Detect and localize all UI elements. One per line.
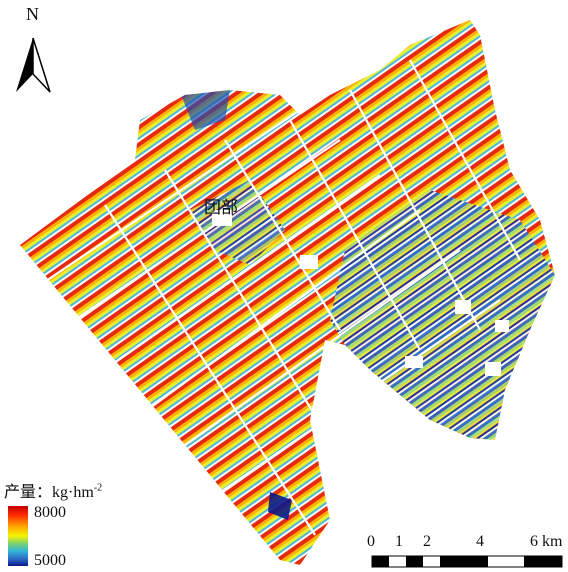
parcel-blanks bbox=[212, 210, 509, 376]
place-label: 团部 bbox=[204, 198, 238, 217]
scale-tick-2: 2 bbox=[423, 533, 431, 550]
legend-title-exponent: -2 bbox=[93, 482, 103, 494]
parcel-gaps bbox=[39, 59, 521, 536]
legend-title: 产量：kg·hm-2 bbox=[4, 478, 102, 502]
scale-tick-1: 1 bbox=[395, 533, 403, 550]
scale-tick-4: 4 bbox=[476, 533, 484, 550]
scale-tick-0: 0 bbox=[367, 533, 375, 550]
north-label: N bbox=[26, 4, 39, 24]
legend-color-bar bbox=[8, 506, 28, 566]
scale-tick-6: 6 bbox=[530, 533, 538, 550]
legend-min-label: 5000 bbox=[34, 552, 66, 569]
scale-bar bbox=[371, 555, 563, 568]
north-arrow-icon bbox=[16, 37, 51, 93]
legend-max-label: 8000 bbox=[34, 504, 66, 521]
scale-unit: km bbox=[542, 533, 563, 550]
legend-title-text: 产量：kg·hm bbox=[4, 484, 94, 501]
